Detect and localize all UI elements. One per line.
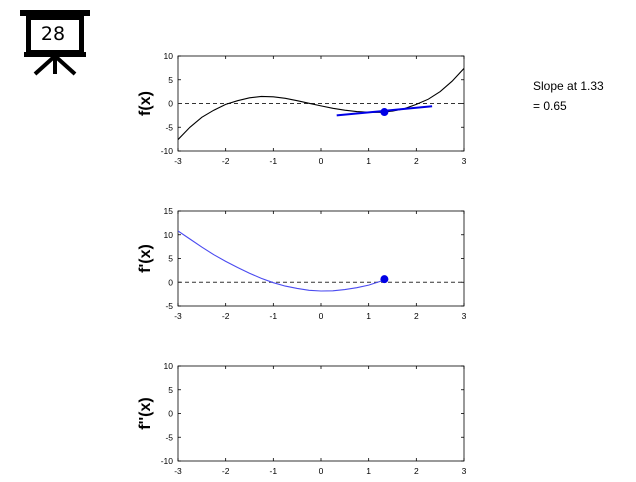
x-tick-label: 1 — [366, 466, 371, 476]
y-tick-label: 10 — [164, 230, 174, 240]
slope-readout-line-1: Slope at 1.33 — [533, 79, 604, 93]
y-tick-label: -5 — [165, 432, 173, 442]
y-tick-label: -10 — [161, 146, 174, 156]
function-curve — [178, 230, 385, 292]
y-tick-label: 0 — [168, 409, 173, 419]
y-tick-label: 5 — [168, 385, 173, 395]
x-tick-label: -2 — [222, 311, 230, 321]
x-tick-label: 0 — [319, 311, 324, 321]
x-tick-label: 3 — [462, 311, 467, 321]
y-tick-label: 10 — [164, 361, 174, 371]
slide-number: 28 — [40, 23, 66, 45]
x-tick-label: 3 — [462, 466, 467, 476]
y-axis-label: f''(x) — [137, 397, 154, 430]
x-tick-label: 0 — [319, 466, 324, 476]
x-tick-label: -3 — [174, 311, 182, 321]
x-tick-label: -1 — [270, 156, 278, 166]
slope-readout: Slope at 1.33 = 0.65 — [533, 76, 604, 116]
x-tick-label: -2 — [222, 466, 230, 476]
y-tick-label: 0 — [168, 277, 173, 287]
x-tick-label: -3 — [174, 466, 182, 476]
x-tick-label: -3 — [174, 156, 182, 166]
y-tick-label: -10 — [161, 456, 174, 466]
plot-frame — [177, 365, 465, 462]
presentation-board-icon — [20, 10, 90, 76]
y-tick-label: -5 — [165, 122, 173, 132]
x-tick-label: 2 — [414, 156, 419, 166]
y-tick-label: -5 — [165, 301, 173, 311]
y-tick-label: 10 — [164, 51, 174, 61]
y-tick-label: 0 — [168, 99, 173, 109]
x-tick-label: -1 — [270, 466, 278, 476]
slope-readout-line-2: = 0.65 — [533, 99, 567, 113]
function-curve — [178, 68, 464, 140]
y-tick-label: 5 — [168, 75, 173, 85]
y-tick-label: 15 — [164, 206, 174, 216]
point-marker — [380, 275, 389, 284]
x-tick-label: -2 — [222, 156, 230, 166]
x-tick-label: 3 — [462, 156, 467, 166]
y-tick-label: 5 — [168, 254, 173, 264]
x-tick-label: 2 — [414, 311, 419, 321]
panel-2: -3 -2 -1 0 1 2 3 15 10 5 0 -5 f'(x) — [137, 206, 467, 321]
x-tick-label: 1 — [366, 311, 371, 321]
x-tick-label: 1 — [366, 156, 371, 166]
x-tick-label: 2 — [414, 466, 419, 476]
y-axis-label: f(x) — [137, 91, 154, 116]
y-axis-label: f'(x) — [137, 244, 154, 273]
x-tick-label: -1 — [270, 311, 278, 321]
point-marker — [380, 108, 389, 117]
x-tick-label: 0 — [319, 156, 324, 166]
